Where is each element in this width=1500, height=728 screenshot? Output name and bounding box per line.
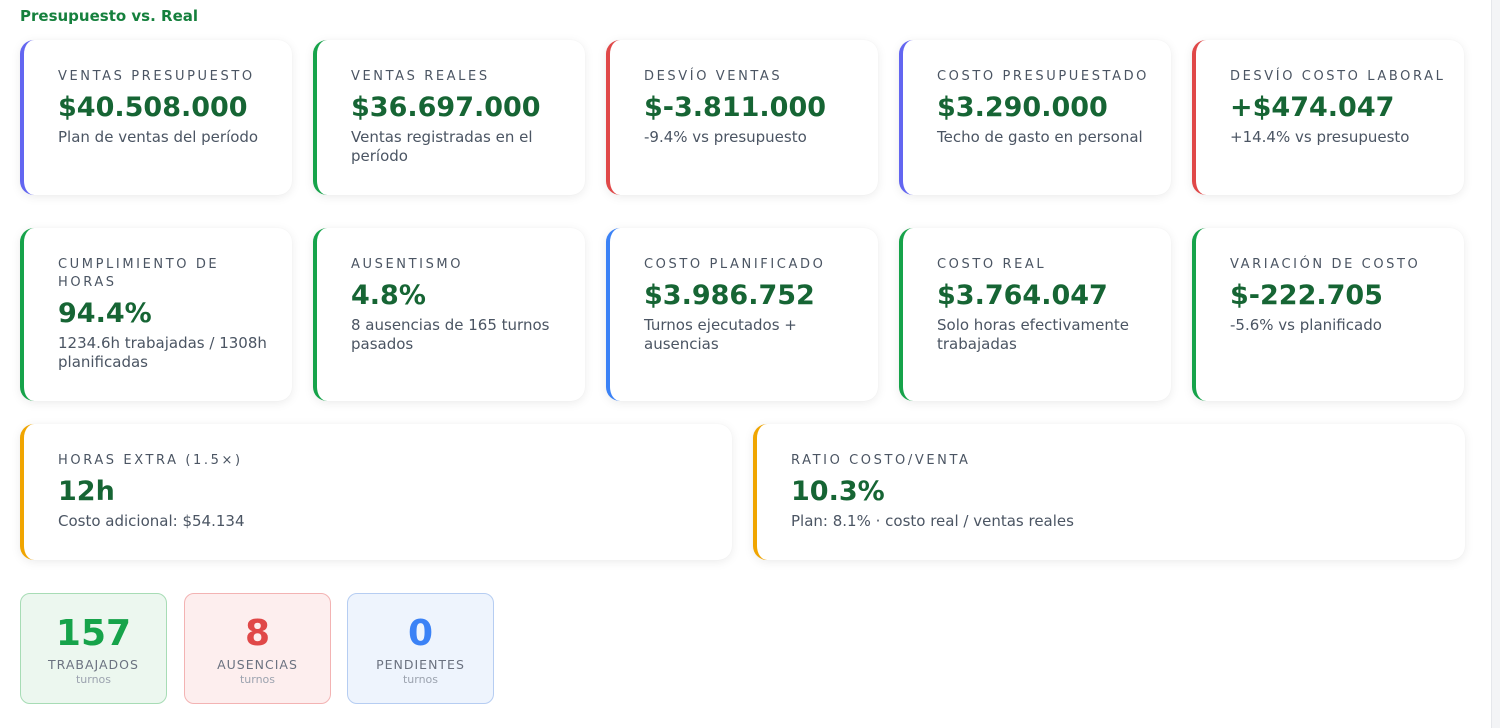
kpi-card-variacion-costo: VARIACIÓN DE COSTO $-222.705 -5.6% vs pl… — [1192, 228, 1464, 401]
stat-tile-trabajados: 157 TRABAJADOS turnos — [20, 593, 167, 704]
stat-label: TRABAJADOS — [48, 657, 139, 672]
kpi-label: COSTO PLANIFICADO — [644, 257, 826, 272]
kpi-label: HORAS EXTRA (1.5×) — [58, 453, 243, 468]
kpi-value: $36.697.000 — [351, 92, 541, 123]
kpi-description: Turnos ejecutados + ausencias — [644, 316, 797, 353]
kpi-description: 8 ausencias de 165 turnos pasados — [351, 316, 550, 353]
kpi-value: 94.4% — [58, 298, 152, 329]
stat-number: 0 — [407, 613, 434, 654]
kpi-description: -9.4% vs presupuesto — [644, 128, 807, 146]
stat-sublabel: turnos — [239, 673, 276, 686]
kpi-description: Ventas registradas en el período — [351, 128, 533, 165]
kpi-card-costo-planificado: COSTO PLANIFICADO $3.986.752 Turnos ejec… — [606, 228, 878, 401]
vertical-scrollbar[interactable] — [1491, 0, 1500, 728]
stat-number: 8 — [244, 613, 271, 654]
kpi-card-ausentismo: AUSENTISMO 4.8% 8 ausencias de 165 turno… — [313, 228, 585, 401]
section-title: Presupuesto vs. Real — [20, 7, 199, 25]
kpi-value: +$474.047 — [1230, 92, 1395, 123]
stat-sublabel: turnos — [402, 673, 439, 686]
kpi-card-cumplimiento-horas: CUMPLIMIENTO DE HORAS 94.4% 1234.6h trab… — [20, 228, 292, 401]
kpi-card-costo-presupuestado: COSTO PRESUPUESTADO $3.290.000 Techo de … — [899, 40, 1171, 195]
kpi-card-ventas-presupuesto: VENTAS PRESUPUESTO $40.508.000 Plan de v… — [20, 40, 292, 195]
kpi-label: VARIACIÓN DE COSTO — [1230, 257, 1421, 272]
kpi-description: Solo horas efectivamente trabajadas — [937, 316, 1129, 353]
kpi-label: CUMPLIMIENTO DE HORAS — [58, 257, 220, 290]
kpi-value: 10.3% — [791, 476, 885, 507]
kpi-card-desvio-ventas: DESVÍO VENTAS $-3.811.000 -9.4% vs presu… — [606, 40, 878, 195]
kpi-description: Costo adicional: $54.134 — [58, 512, 245, 530]
stat-tile-pendientes: 0 PENDIENTES turnos — [347, 593, 494, 704]
kpi-label: DESVÍO COSTO LABORAL — [1230, 69, 1446, 84]
kpi-card-costo-real: COSTO REAL $3.764.047 Solo horas efectiv… — [899, 228, 1171, 401]
kpi-value: 4.8% — [351, 280, 426, 311]
kpi-description: Plan de ventas del período — [58, 128, 259, 146]
kpi-card-horas-extra: HORAS EXTRA (1.5×) 12h Costo adicional: … — [20, 424, 732, 560]
kpi-label: DESVÍO VENTAS — [644, 69, 783, 84]
stat-sublabel: turnos — [75, 673, 112, 686]
kpi-card-ratio-costo-venta: RATIO COSTO/VENTA 10.3% Plan: 8.1% · cos… — [753, 424, 1465, 560]
kpi-value: $-3.811.000 — [644, 92, 827, 123]
kpi-label: AUSENTISMO — [351, 257, 464, 272]
kpi-value: $40.508.000 — [58, 92, 248, 123]
stat-label: AUSENCIAS — [217, 657, 298, 672]
kpi-card-ventas-reales: VENTAS REALES $36.697.000 Ventas registr… — [313, 40, 585, 195]
kpi-value: $-222.705 — [1230, 280, 1383, 311]
kpi-description: -5.6% vs planificado — [1230, 316, 1382, 334]
kpi-description: Plan: 8.1% · costo real / ventas reales — [791, 512, 1074, 530]
kpi-value: $3.764.047 — [937, 280, 1108, 311]
kpi-label: RATIO COSTO/VENTA — [791, 453, 971, 468]
stat-tile-ausencias: 8 AUSENCIAS turnos — [184, 593, 331, 704]
kpi-description: Techo de gasto en personal — [937, 128, 1143, 146]
kpi-description: +14.4% vs presupuesto — [1230, 128, 1410, 146]
kpi-label: VENTAS PRESUPUESTO — [58, 69, 255, 84]
kpi-description: 1234.6h trabajadas / 1308h planificadas — [58, 334, 267, 371]
kpi-value: $3.290.000 — [937, 92, 1108, 123]
kpi-label: COSTO PRESUPUESTADO — [937, 69, 1150, 84]
stat-number: 157 — [55, 613, 132, 654]
kpi-card-desvio-costo-laboral: DESVÍO COSTO LABORAL +$474.047 +14.4% vs… — [1192, 40, 1464, 195]
kpi-value: $3.986.752 — [644, 280, 815, 311]
kpi-label: VENTAS REALES — [351, 69, 490, 84]
stat-label: PENDIENTES — [376, 657, 465, 672]
kpi-value: 12h — [58, 476, 115, 507]
kpi-label: COSTO REAL — [937, 257, 1047, 272]
